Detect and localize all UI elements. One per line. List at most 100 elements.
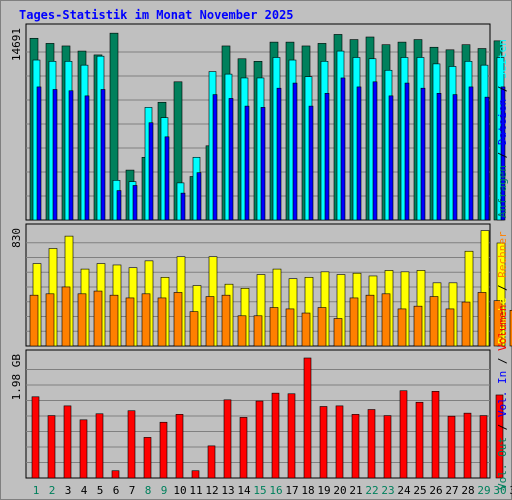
bar-dateien-day-14 [244, 105, 250, 221]
bar-rechner-day-5 [93, 290, 103, 347]
bar-volumen-day-12 [207, 445, 216, 479]
bar-dateien-day-20 [340, 77, 346, 221]
bar-dateien-day-6 [116, 190, 122, 221]
bar-rechner-day-30 [493, 300, 503, 347]
x-label-day-6: 6 [113, 484, 120, 497]
bar-rechner-day-17 [285, 308, 295, 347]
bar-volumen-day-7 [127, 410, 136, 479]
bar-dateien-day-7 [132, 185, 138, 221]
x-label-day-22: 22 [365, 484, 378, 497]
x-label-day-31: 31 [509, 484, 512, 497]
right-label-seiten: Seiten [496, 39, 509, 79]
bar-volumen-day-5 [95, 413, 104, 479]
right-label-separator: / [496, 145, 509, 165]
right-label-separator: / [496, 278, 509, 298]
x-label-day-9: 9 [161, 484, 168, 497]
bar-rechner-day-8 [141, 293, 151, 347]
x-label-day-28: 28 [461, 484, 474, 497]
chart-bars [29, 32, 512, 479]
bar-volumen-day-27 [447, 415, 456, 479]
bar-volumen-day-24 [399, 390, 408, 479]
bar-volumen-day-6 [111, 470, 120, 479]
bar-rechner-day-31 [509, 309, 512, 347]
bar-dateien-day-19 [324, 93, 330, 221]
bar-volumen-day-15 [255, 400, 264, 479]
x-label-day-25: 25 [413, 484, 426, 497]
y-max-label-panel1: 14691 [10, 28, 23, 61]
bar-dateien-day-16 [276, 87, 282, 221]
bar-dateien-day-5 [100, 89, 106, 221]
x-label-day-24: 24 [397, 484, 411, 497]
bar-rechner-day-1 [29, 294, 39, 347]
bar-rechner-day-11 [189, 311, 199, 347]
x-label-day-27: 27 [445, 484, 458, 497]
bar-rechner-day-4 [77, 293, 87, 347]
bar-dateien-day-24 [404, 82, 410, 221]
bar-dateien-day-23 [388, 95, 394, 221]
x-label-day-17: 17 [285, 484, 298, 497]
x-label-day-18: 18 [301, 484, 314, 497]
bar-rechner-day-26 [429, 296, 439, 347]
bar-rechner-day-18 [301, 312, 311, 347]
bar-volumen-day-23 [383, 415, 392, 479]
x-label-day-8: 8 [145, 484, 152, 497]
x-label-day-1: 1 [33, 484, 40, 497]
right-label-dateien: Dateien [496, 99, 509, 145]
bar-volumen-day-18 [303, 357, 312, 479]
bar-dateien-day-30 [500, 86, 506, 221]
bar-volumen-day-11 [191, 470, 200, 479]
bar-volumen-day-13 [223, 399, 232, 479]
bar-dateien-day-10 [180, 192, 186, 221]
x-label-day-29: 29 [477, 484, 490, 497]
bar-rechner-day-3 [61, 286, 71, 347]
bar-rechner-day-13 [221, 294, 231, 347]
bar-rechner-day-29 [477, 292, 487, 347]
bar-dateien-day-25 [420, 87, 426, 221]
x-label-day-13: 13 [221, 484, 234, 497]
x-label-day-4: 4 [81, 484, 88, 497]
bar-rechner-day-19 [317, 307, 327, 347]
bar-volumen-day-28 [463, 412, 472, 479]
bar-volumen-day-16 [271, 392, 280, 479]
bar-rechner-day-27 [445, 308, 455, 347]
right-label-rechner: Rechner [496, 231, 509, 278]
bar-rechner-day-24 [397, 308, 407, 347]
x-label-day-14: 14 [237, 484, 251, 497]
right-label-group-panel1: Anfragen / Dateien / Seiten [496, 39, 509, 218]
bar-volumen-day-14 [239, 417, 248, 479]
bar-dateien-day-4 [84, 95, 90, 221]
bar-dateien-day-27 [452, 94, 458, 221]
x-label-day-12: 12 [205, 484, 218, 497]
bar-rechner-day-12 [205, 296, 215, 347]
x-label-day-15: 15 [253, 484, 266, 497]
x-label-day-2: 2 [49, 484, 56, 497]
bar-dateien-day-28 [468, 86, 474, 221]
bar-dateien-day-11 [196, 172, 202, 221]
bar-volumen-day-9 [159, 421, 168, 479]
x-label-day-20: 20 [333, 484, 346, 497]
bar-dateien-day-8 [148, 122, 154, 221]
bar-volumen-day-4 [79, 419, 88, 479]
x-label-day-23: 23 [381, 484, 394, 497]
right-series-labels: Anfragen / Dateien / Seiten Besuche / Rec… [496, 39, 509, 490]
right-label-besuche: Besuche [496, 298, 509, 344]
bar-dateien-day-17 [292, 82, 298, 221]
bar-dateien-day-13 [228, 98, 234, 221]
bar-rechner-day-22 [365, 294, 375, 347]
bar-dateien-day-2 [52, 89, 58, 221]
bar-dateien-day-18 [308, 105, 314, 221]
bar-dateien-day-21 [356, 86, 362, 221]
bar-dateien-day-26 [436, 93, 442, 221]
bar-dateien-day-22 [372, 81, 378, 221]
y-max-label-panel2: 830 [10, 228, 23, 248]
bar-rechner-day-2 [45, 293, 55, 347]
bar-rechner-day-15 [253, 315, 263, 347]
bar-volumen-day-30 [495, 394, 504, 479]
right-label-group-panel3: Vol. Out / Vol. In / Volumen [496, 305, 509, 490]
right-label-separator: / [496, 79, 509, 99]
bar-volumen-day-25 [415, 401, 424, 479]
bar-rechner-day-7 [125, 297, 135, 347]
bar-dateien-day-3 [68, 90, 74, 221]
bar-rechner-day-21 [349, 297, 359, 347]
bar-volumen-day-3 [63, 405, 72, 479]
